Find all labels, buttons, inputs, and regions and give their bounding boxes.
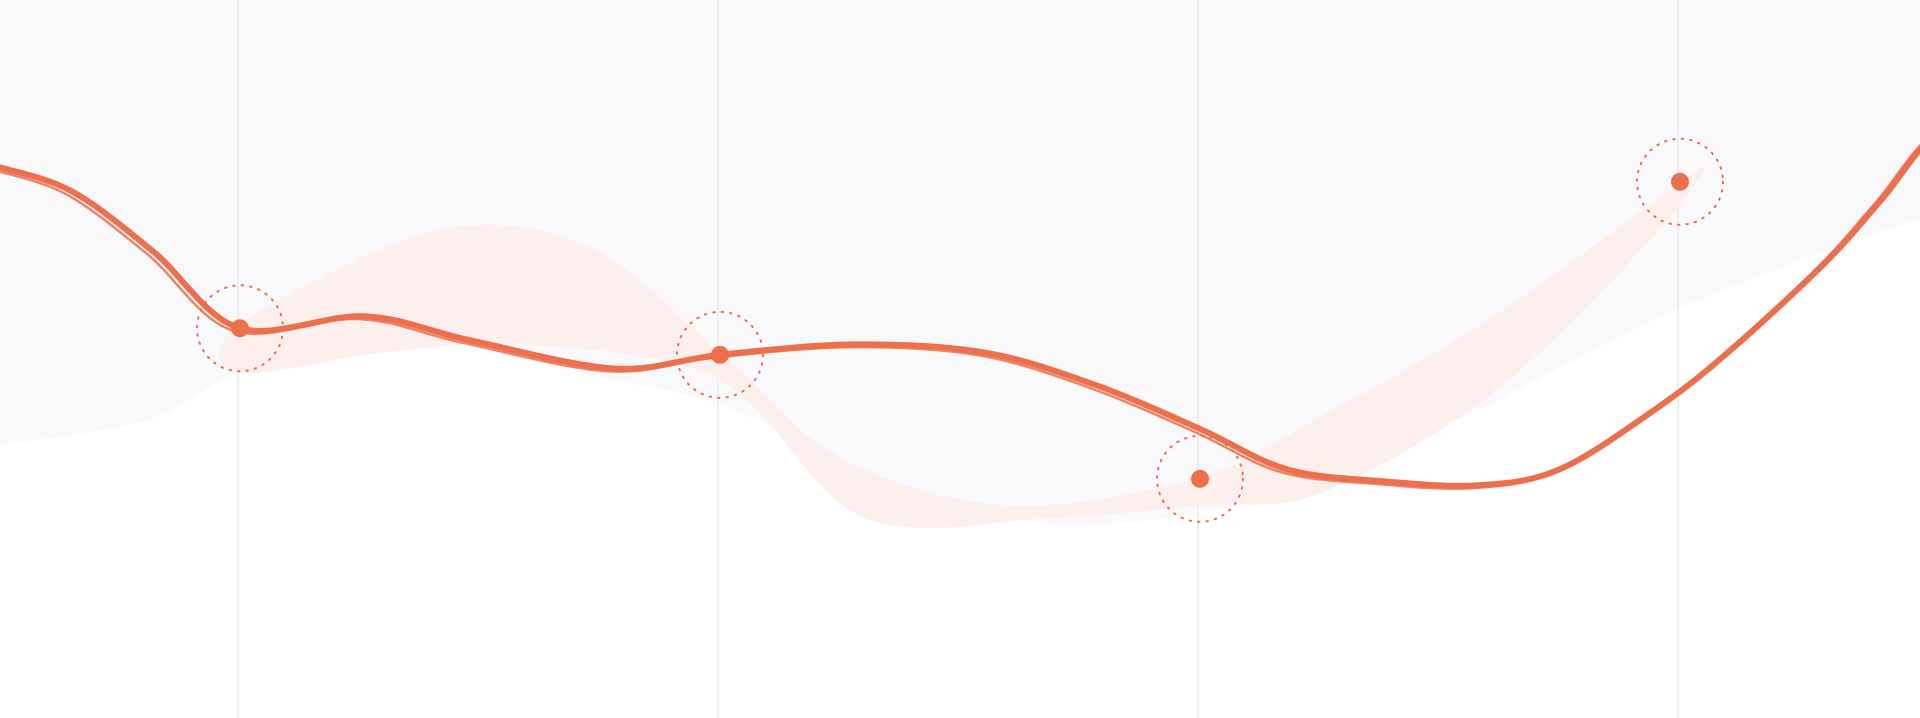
highlight-band — [218, 162, 1710, 529]
series-points — [196, 137, 1724, 523]
data-point-3 — [1671, 172, 1689, 191]
point-halo-1 — [676, 310, 764, 399]
point-halo-2 — [1156, 434, 1244, 523]
series-line — [0, 144, 1920, 490]
data-point-1 — [711, 345, 729, 364]
data-point-0 — [231, 319, 249, 338]
point-halo-3 — [1636, 137, 1724, 226]
point-halo-0 — [196, 284, 284, 373]
data-point-2 — [1191, 469, 1209, 488]
series-0-line-strand — [0, 144, 1920, 490]
series-0-line — [0, 144, 1920, 489]
highlight-band-area — [218, 162, 1710, 529]
